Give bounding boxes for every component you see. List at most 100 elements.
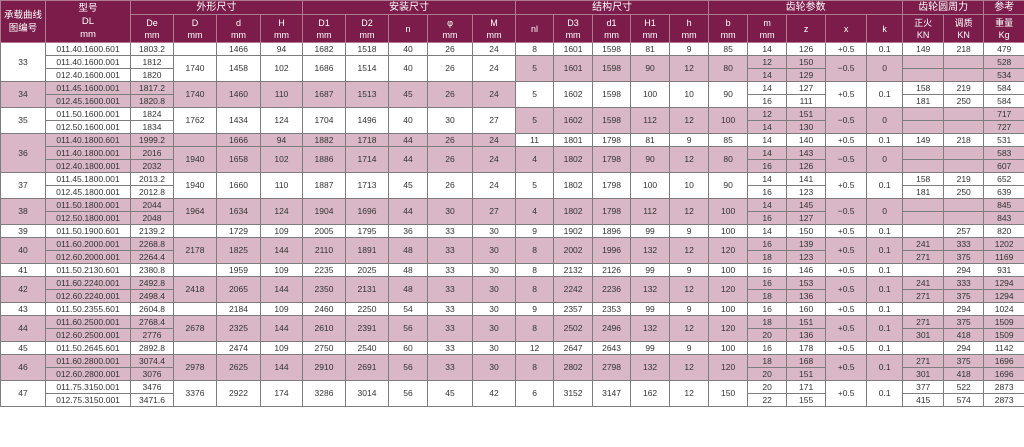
cell-normalized-force <box>902 224 945 238</box>
header-col-d1: d1 mm <box>592 14 632 43</box>
cell-b: 85 <box>708 42 749 56</box>
cell-H: 144 <box>260 315 303 342</box>
cell-m: 14 <box>747 224 788 238</box>
cell-b: 90 <box>708 81 749 108</box>
cell-tempered-force <box>943 68 985 82</box>
header-col-m: m mm <box>747 14 788 43</box>
cell-d: 1660 <box>216 172 261 199</box>
header-col-x: x <box>825 14 868 43</box>
cell-D1: 1886 <box>302 146 346 173</box>
cell-d: 2065 <box>216 276 261 303</box>
cell-tempered-force: 294 <box>943 341 985 355</box>
cell-phi: 33 <box>427 224 473 238</box>
cell-tempered-force: 333 <box>943 237 985 251</box>
cell-m: 16 <box>747 211 788 225</box>
cell-d1: 3147 <box>592 380 632 407</box>
cell-phi: 33 <box>427 302 473 316</box>
cell-H1: 132 <box>630 315 671 342</box>
cell-D: 2678 <box>173 315 217 342</box>
cell-d: 2325 <box>216 315 261 342</box>
cell-phi: 33 <box>427 354 473 381</box>
cell-d1: 2798 <box>592 354 632 381</box>
cell-k: 0.1 <box>866 276 904 303</box>
cell-H1: 99 <box>630 302 671 316</box>
cell-x: +0.5 <box>825 133 868 147</box>
model-number: 011.60.2800.001 <box>45 354 131 368</box>
cell-k: 0 <box>866 107 904 134</box>
table-row: 012.75.3150.001 3471.6 22 155 415 574 2873 <box>1 393 1024 407</box>
table-row: 012.45.1800.001 2012.8 16 123 181 250 639 <box>1 185 1024 199</box>
cell-D: 1940 <box>173 146 217 173</box>
cell-b: 120 <box>708 354 749 381</box>
header-col-label: D <box>191 17 199 28</box>
table-row: 37 011.45.1800.001 2013.2 1940 1660 110 1887 17… <box>0 172 1024 199</box>
cell-De: 2498.4 <box>130 289 174 303</box>
header-model: 型号 DL mm <box>45 0 131 43</box>
cell-m: 14 <box>747 68 788 82</box>
cell-nl: 5 <box>515 55 555 82</box>
cell-k: 0.1 <box>866 81 904 108</box>
header-col-label: 调质 <box>954 17 973 28</box>
header-col-zh: 正火 KN <box>902 14 945 43</box>
cell-n: 54 <box>388 302 428 316</box>
cell-nl: 4 <box>515 198 555 225</box>
cell-D3: 2357 <box>553 302 594 316</box>
cell-D3: 2802 <box>553 354 594 381</box>
cell-H: 94 <box>260 133 303 147</box>
cell-d: 1658 <box>216 146 261 173</box>
cell-M: 30 <box>471 354 517 381</box>
cell-tempered-force: 375 <box>943 315 985 329</box>
cell-phi: 30 <box>427 107 473 134</box>
model-number: 011.60.2000.001 <box>45 237 131 251</box>
cell-D1: 2460 <box>302 302 346 316</box>
cell-D2: 1718 <box>345 133 389 147</box>
cell-b: 150 <box>708 380 749 407</box>
cell-phi: 33 <box>427 237 473 264</box>
cell-z: 160 <box>786 302 827 316</box>
table-row: 41 011.50.2130.601 2380.8 1959 109 2235 2025 48… <box>0 263 1024 277</box>
cell-d1: 1798 <box>592 146 632 173</box>
cell-D: 1964 <box>173 198 217 225</box>
header-col-label: x <box>843 23 849 34</box>
cell-tempered-force: 250 <box>943 94 985 108</box>
cell-n: 40 <box>388 55 428 82</box>
curve-number: 45 <box>0 341 46 355</box>
cell-k: 0 <box>866 55 904 82</box>
cell-d1: 1996 <box>592 237 632 264</box>
cell-phi: 33 <box>427 315 473 342</box>
table-row: 42 011.60.2240.001 2492.8 2418 2065 144 2350 21… <box>0 276 1024 303</box>
header-col-label: d <box>235 17 241 28</box>
cell-De: 2044 <box>130 198 174 212</box>
cell-n: 44 <box>388 133 428 147</box>
header-model-label: 型号 <box>78 3 98 14</box>
header-col-label: 正火 <box>914 17 933 28</box>
cell-tempered-force: 522 <box>943 380 985 394</box>
cell-x: +0.5 <box>825 354 868 381</box>
cell-d1: 1798 <box>592 198 632 225</box>
cell-H1: 99 <box>630 341 671 355</box>
cell-m: 14 <box>747 172 788 186</box>
cell-weight: 652 <box>983 172 1024 186</box>
cell-D3: 3152 <box>553 380 594 407</box>
cell-b: 120 <box>708 315 749 342</box>
model-number: 012.50.1600.001 <box>45 120 131 134</box>
cell-n: 56 <box>388 380 428 407</box>
cell-weight: 584 <box>983 81 1024 95</box>
header-col-tz: 调质 KN <box>943 14 985 43</box>
cell-De: 2768.4 <box>130 315 174 329</box>
model-number: 011.45.1800.001 <box>45 172 131 186</box>
table-row: 43 011.50.2355.601 2604.8 2184 109 2460 2250 54… <box>0 302 1024 316</box>
table-row: 012.50.1600.001 1834 14 130 727 <box>1 120 1024 134</box>
cell-x: +0.5 <box>825 302 868 316</box>
cell-M: 30 <box>471 276 517 303</box>
cell-M: 24 <box>471 81 517 108</box>
cell-nl: 5 <box>515 172 555 199</box>
header-col-label: De <box>146 17 158 28</box>
cell-z: 111 <box>786 94 827 108</box>
cell-D: 1940 <box>173 172 217 199</box>
cell-M: 30 <box>471 237 517 264</box>
model-number: 012.75.3150.001 <box>45 393 131 407</box>
curve-number: 35 <box>0 107 46 134</box>
cell-n: 56 <box>388 315 428 342</box>
cell-De: 1820 <box>130 68 174 82</box>
